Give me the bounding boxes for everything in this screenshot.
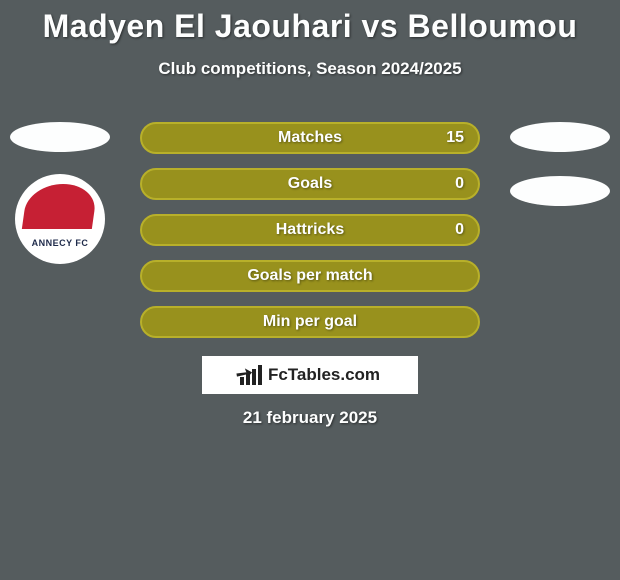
brand-text: FcTables.com (268, 365, 380, 385)
stat-bar: Hattricks 0 (140, 214, 480, 246)
comparison-infographic: Madyen El Jaouhari vs Belloumou Club com… (0, 0, 620, 580)
stat-value-right: 0 (455, 221, 464, 239)
annecy-fc-logo: ANNECY FC (25, 184, 95, 254)
stat-value-right: 0 (455, 175, 464, 193)
stat-label: Goals (288, 175, 332, 193)
stat-bar: Min per goal (140, 306, 480, 338)
stat-label: Goals per match (247, 267, 372, 285)
left-player-logo: ANNECY FC (15, 174, 105, 264)
logo-swoosh-shape (22, 184, 98, 229)
stats-bars: Matches 15 Goals 0 Hattricks 0 Goals per match… (140, 122, 480, 338)
page-subtitle: Club competitions, Season 2024/2025 (0, 59, 620, 79)
right-player-ellipse-1 (510, 122, 610, 152)
icon-bar (258, 365, 262, 385)
brand-box: ➚ FcTables.com (202, 356, 418, 394)
stat-value-right: 15 (446, 129, 464, 147)
logo-text: ANNECY FC (25, 238, 95, 248)
left-player-ellipse (10, 122, 110, 152)
left-player-column: ANNECY FC (10, 122, 110, 264)
footer-date: 21 february 2025 (0, 408, 620, 428)
stat-label: Hattricks (276, 221, 344, 239)
right-player-ellipse-2 (510, 176, 610, 206)
right-player-column (510, 122, 610, 206)
stat-label: Matches (278, 129, 342, 147)
stat-bar: Matches 15 (140, 122, 480, 154)
stat-bar: Goals 0 (140, 168, 480, 200)
stat-bar: Goals per match (140, 260, 480, 292)
page-title: Madyen El Jaouhari vs Belloumou (0, 0, 620, 45)
stat-label: Min per goal (263, 313, 357, 331)
chart-icon: ➚ (240, 365, 262, 385)
